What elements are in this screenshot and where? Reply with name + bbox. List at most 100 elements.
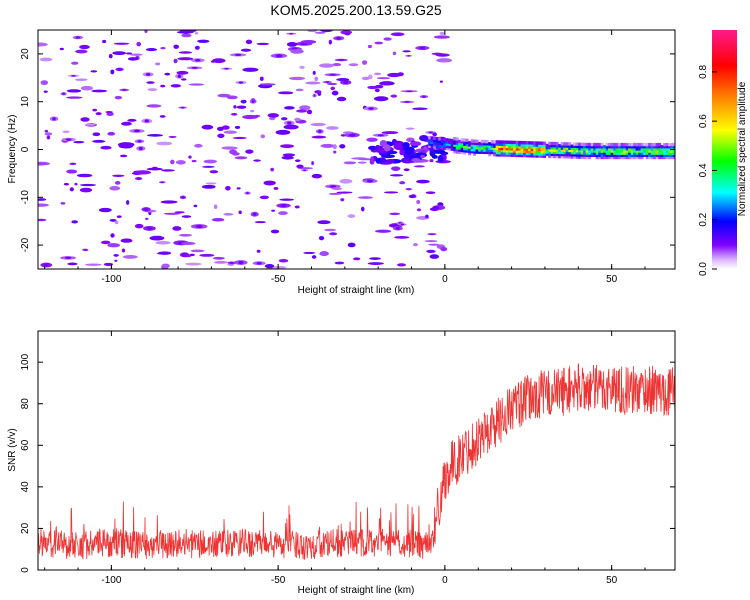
signal-cell: [523, 149, 527, 154]
signal-cell: [505, 149, 509, 153]
signal-cell: [638, 149, 642, 153]
noise-patch: [375, 229, 392, 233]
noise-patch: [326, 82, 338, 86]
signal-cell: [493, 140, 497, 144]
noise-core: [419, 46, 426, 50]
signal-cell: [580, 151, 584, 155]
noise-core: [343, 80, 348, 84]
signal-cell: [615, 153, 619, 158]
signal-cell: [483, 148, 487, 152]
signal-cell: [528, 141, 532, 145]
signal-cell: [668, 149, 672, 153]
signal-cell: [428, 138, 432, 142]
signal-cell: [608, 147, 612, 151]
noise-core: [383, 162, 389, 165]
signal-cell: [525, 149, 529, 154]
noise-patch: [299, 65, 305, 69]
signal-cell: [625, 149, 629, 153]
signal-cell: [625, 142, 629, 147]
signal-cell: [623, 142, 627, 147]
noise-core: [404, 50, 409, 52]
noise-core: [65, 138, 72, 141]
noise-patch: [188, 155, 192, 159]
signal-cell: [598, 147, 602, 151]
noise-patch: [181, 78, 187, 81]
noise-core: [116, 51, 122, 55]
signal-cell: [670, 142, 674, 147]
noise-core: [182, 253, 187, 257]
signal-cell: [498, 148, 502, 153]
signal-cell: [563, 146, 567, 150]
noise-patch: [179, 30, 197, 33]
signal-cell: [515, 147, 519, 151]
noise-core: [133, 129, 140, 133]
noise-core: [280, 204, 287, 208]
signal-cell: [638, 147, 642, 151]
signal-cell: [573, 151, 577, 155]
signal-cell: [618, 151, 622, 155]
transition-patch: [420, 154, 425, 159]
x-tick-label: -50: [271, 575, 286, 586]
noise-patch: [314, 76, 319, 82]
signal-cell: [550, 143, 554, 148]
noise-patch: [332, 62, 342, 67]
noise-patch: [339, 144, 346, 149]
signal-cell: [530, 149, 534, 154]
signal-cell: [433, 143, 437, 147]
signal-cell: [673, 151, 675, 155]
noise-patch: [79, 183, 97, 187]
noise-core: [122, 155, 126, 157]
noise-patch: [114, 259, 118, 262]
noise-patch: [43, 90, 48, 93]
signal-cell: [435, 141, 439, 145]
noise-patch: [40, 80, 49, 86]
noise-patch: [179, 233, 192, 237]
signal-cell: [580, 153, 584, 157]
signal-cell: [555, 144, 559, 148]
noise-patch: [331, 187, 343, 191]
signal-cell: [635, 145, 639, 149]
signal-cell: [595, 153, 599, 158]
signal-cell: [630, 155, 634, 160]
noise-core: [180, 71, 185, 75]
noise-patch: [271, 209, 276, 212]
signal-cell: [483, 144, 487, 148]
signal-cell: [443, 146, 447, 150]
noise-patch: [288, 76, 306, 81]
signal-cell: [468, 151, 472, 156]
signal-cell: [635, 151, 639, 155]
noise-patch: [144, 30, 148, 34]
signal-cell: [545, 145, 549, 150]
noise-core: [334, 151, 336, 154]
noise-patch: [343, 161, 357, 165]
signal-cell: [565, 142, 569, 146]
spectrogram-ylabel: Frequency (Hz): [7, 115, 18, 184]
noise-core: [75, 36, 81, 39]
noise-patch: [256, 42, 270, 46]
noise-patch: [314, 31, 326, 34]
signal-cell: [525, 153, 529, 158]
noise-patch: [191, 159, 197, 163]
transition-patch: [419, 135, 429, 142]
signal-cell: [610, 155, 614, 160]
signal-cell: [443, 142, 447, 146]
noise-patch: [278, 91, 294, 95]
y-tick-label: 20: [20, 522, 31, 534]
noise-core: [434, 206, 438, 210]
noise-patch: [203, 159, 217, 164]
signal-cell: [485, 148, 489, 152]
signal-cell: [630, 142, 634, 147]
signal-cell: [598, 155, 602, 160]
noise-patch: [172, 226, 182, 231]
noise-patch: [324, 228, 337, 232]
colorbar-tick-label: 0.2: [698, 212, 709, 226]
noise-patch: [100, 240, 111, 245]
noise-patch: [305, 81, 321, 85]
noise-core: [102, 208, 108, 212]
signal-cell: [503, 151, 507, 155]
noise-patch: [194, 31, 199, 35]
signal-cell: [435, 143, 439, 147]
signal-cell: [668, 147, 672, 151]
signal-cell: [670, 147, 674, 151]
signal-cell: [633, 149, 637, 153]
